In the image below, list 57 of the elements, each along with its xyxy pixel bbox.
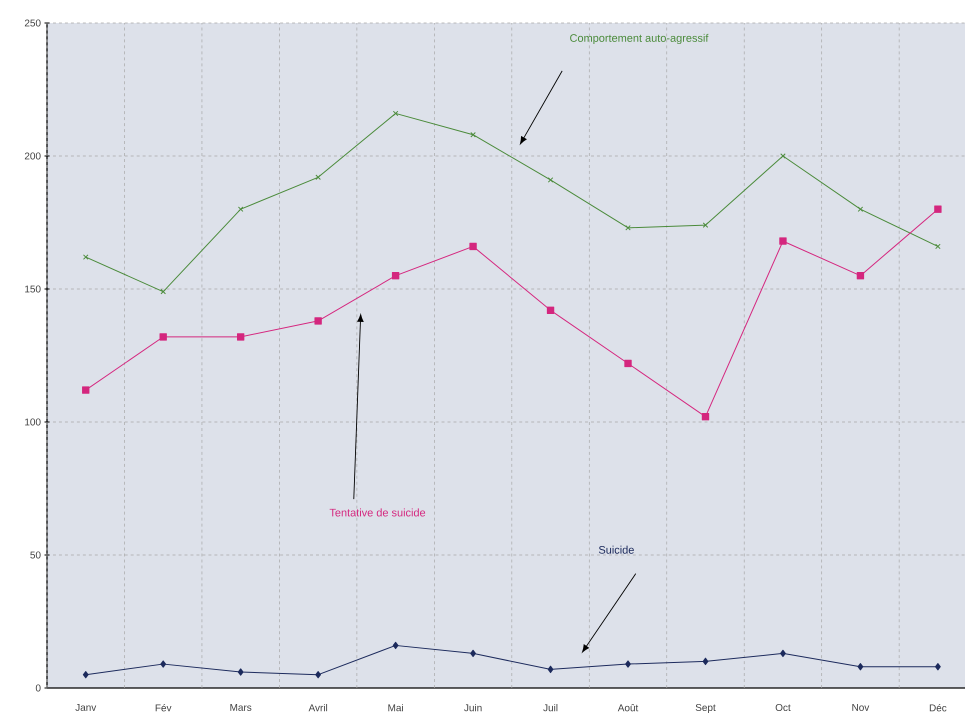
y-tick-label: 200 bbox=[24, 152, 41, 160]
x-tick-label: Déc bbox=[930, 704, 946, 712]
point bbox=[702, 222, 708, 228]
point bbox=[160, 660, 166, 668]
point bbox=[780, 650, 786, 658]
x-tick-label: Fév bbox=[156, 704, 172, 712]
point bbox=[935, 244, 941, 250]
x-tick-label: Août bbox=[618, 704, 638, 712]
point bbox=[315, 671, 322, 678]
x-tick-label: Mars bbox=[230, 704, 252, 711]
y-tick-label: 100 bbox=[25, 418, 41, 426]
point bbox=[625, 660, 631, 668]
y-tick-label: 50 bbox=[30, 551, 41, 559]
point bbox=[780, 153, 786, 159]
point bbox=[702, 412, 710, 420]
point bbox=[858, 663, 864, 670]
point bbox=[238, 668, 244, 676]
y-tick-label: 0 bbox=[36, 684, 41, 692]
point bbox=[548, 177, 554, 183]
x-tick-label: Oct bbox=[776, 704, 791, 712]
x-tick-label: Juil bbox=[543, 704, 558, 712]
point bbox=[546, 306, 554, 314]
point bbox=[160, 333, 167, 341]
point bbox=[470, 132, 476, 138]
point bbox=[625, 225, 631, 231]
x-tick-label: Janv bbox=[75, 704, 96, 711]
point bbox=[392, 272, 400, 280]
point bbox=[702, 658, 708, 666]
text: Comportement auto-agressif bbox=[570, 34, 708, 44]
x-tick-label: Mai bbox=[388, 704, 403, 712]
x-tick-label: Juin bbox=[464, 704, 482, 712]
x-tick-label: Nov bbox=[852, 704, 870, 711]
point bbox=[934, 206, 942, 213]
text: Tentative de suicide bbox=[330, 508, 426, 516]
point bbox=[392, 110, 398, 116]
point bbox=[82, 254, 88, 260]
x-tick-label: Avril bbox=[308, 704, 328, 712]
point bbox=[314, 317, 322, 325]
point bbox=[238, 206, 244, 212]
text: Suicide bbox=[598, 546, 634, 554]
point bbox=[858, 206, 864, 212]
point bbox=[779, 237, 787, 245]
point bbox=[470, 650, 476, 658]
point bbox=[469, 242, 477, 250]
point bbox=[624, 360, 632, 368]
point bbox=[548, 666, 554, 674]
point bbox=[392, 642, 399, 650]
y-tick-label: 250 bbox=[24, 19, 41, 27]
point bbox=[82, 386, 90, 394]
y-tick-label: 150 bbox=[25, 285, 41, 293]
point bbox=[315, 174, 321, 180]
point bbox=[856, 272, 864, 280]
point bbox=[160, 288, 166, 294]
point bbox=[935, 663, 941, 670]
point bbox=[236, 333, 244, 341]
x-tick-label: Sept bbox=[696, 704, 716, 713]
point bbox=[82, 671, 89, 678]
